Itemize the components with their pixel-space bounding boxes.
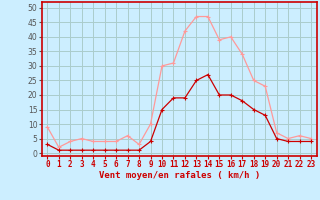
X-axis label: Vent moyen/en rafales ( km/h ): Vent moyen/en rafales ( km/h ) [99,171,260,180]
